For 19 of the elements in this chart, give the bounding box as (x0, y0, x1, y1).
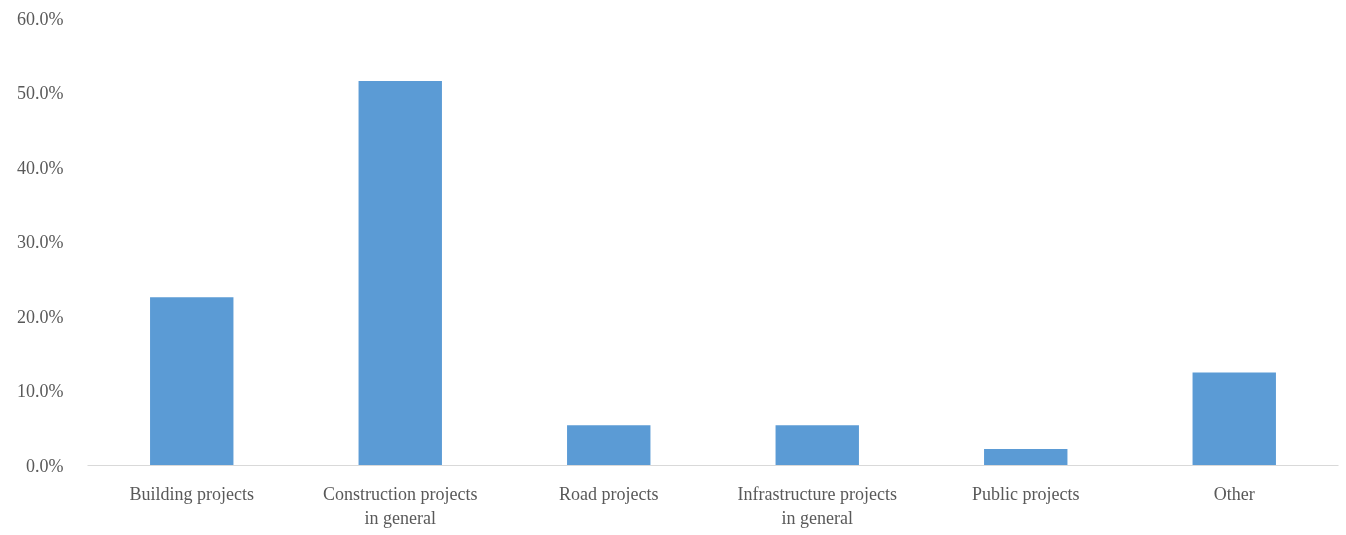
x-tick-label: Construction projects in general (323, 483, 478, 528)
bar (775, 425, 859, 466)
y-tick-label: 30.0% (17, 232, 64, 252)
bar (567, 425, 651, 466)
x-tick-label: Building projects (129, 483, 255, 504)
y-tick-label: 10.0% (17, 381, 64, 401)
bar (150, 297, 234, 466)
y-tick-label: 20.0% (17, 306, 64, 327)
y-tick-label: 0.0% (26, 455, 64, 476)
y-tick-label: 40.0% (17, 157, 64, 178)
x-tick-label: Road projects (559, 483, 659, 504)
bar (1192, 372, 1276, 466)
y-tick-label: 50.0% (17, 83, 64, 103)
bar (358, 81, 442, 466)
y-tick-label: 60.0% (17, 8, 64, 29)
x-tick-label: Infrastructure projects in general (737, 483, 897, 528)
bar (984, 449, 1068, 466)
x-tick-label: Public projects (972, 483, 1080, 504)
x-tick-label: Other (1213, 483, 1255, 504)
